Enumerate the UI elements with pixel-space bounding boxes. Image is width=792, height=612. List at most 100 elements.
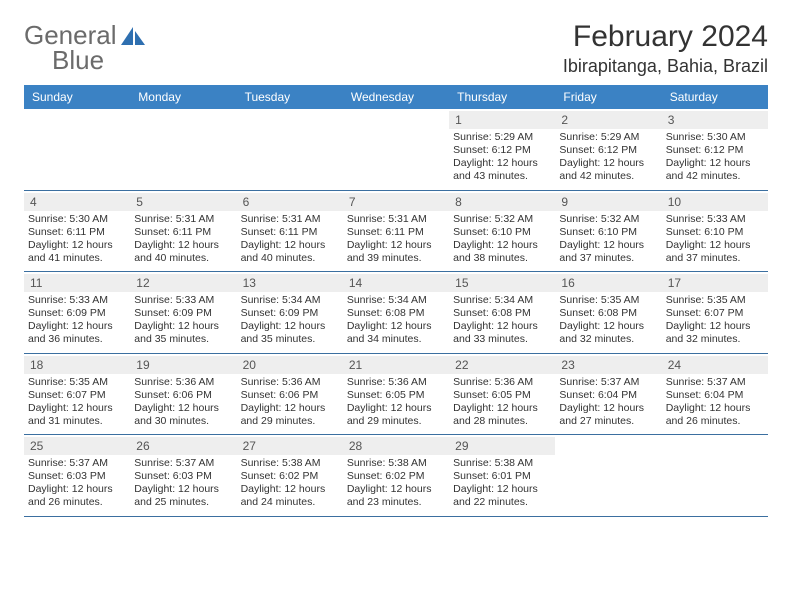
day-daylight1: Daylight: 12 hours bbox=[666, 320, 764, 333]
day-sunrise: Sunrise: 5:33 AM bbox=[28, 294, 126, 307]
day-sunset: Sunset: 6:08 PM bbox=[347, 307, 445, 320]
day-daylight2: and 25 minutes. bbox=[134, 496, 232, 509]
day-daylight1: Daylight: 12 hours bbox=[241, 239, 339, 252]
day-daylight1: Daylight: 12 hours bbox=[241, 320, 339, 333]
day-number: 20 bbox=[237, 356, 343, 374]
day-daylight2: and 27 minutes. bbox=[559, 415, 657, 428]
weekday-tue: Tuesday bbox=[237, 85, 343, 109]
day-sunset: Sunset: 6:08 PM bbox=[559, 307, 657, 320]
day-daylight2: and 26 minutes. bbox=[666, 415, 764, 428]
day-cell: 4Sunrise: 5:30 AMSunset: 6:11 PMDaylight… bbox=[24, 191, 130, 272]
day-daylight1: Daylight: 12 hours bbox=[453, 320, 551, 333]
day-cell: 25Sunrise: 5:37 AMSunset: 6:03 PMDayligh… bbox=[24, 435, 130, 516]
calendar-grid: 1Sunrise: 5:29 AMSunset: 6:12 PMDaylight… bbox=[24, 109, 768, 517]
day-daylight1: Daylight: 12 hours bbox=[347, 239, 445, 252]
day-cell: 5Sunrise: 5:31 AMSunset: 6:11 PMDaylight… bbox=[130, 191, 236, 272]
day-cell: 13Sunrise: 5:34 AMSunset: 6:09 PMDayligh… bbox=[237, 272, 343, 353]
day-number: 16 bbox=[555, 274, 661, 292]
day-number: 14 bbox=[343, 274, 449, 292]
day-cell: 28Sunrise: 5:38 AMSunset: 6:02 PMDayligh… bbox=[343, 435, 449, 516]
week-row: 11Sunrise: 5:33 AMSunset: 6:09 PMDayligh… bbox=[24, 272, 768, 354]
day-number bbox=[343, 111, 449, 115]
day-number: 18 bbox=[24, 356, 130, 374]
day-daylight2: and 40 minutes. bbox=[134, 252, 232, 265]
day-daylight2: and 29 minutes. bbox=[241, 415, 339, 428]
weekday-wed: Wednesday bbox=[343, 85, 449, 109]
day-cell: 14Sunrise: 5:34 AMSunset: 6:08 PMDayligh… bbox=[343, 272, 449, 353]
day-daylight1: Daylight: 12 hours bbox=[28, 239, 126, 252]
day-sunset: Sunset: 6:06 PM bbox=[134, 389, 232, 402]
day-daylight1: Daylight: 12 hours bbox=[666, 239, 764, 252]
day-daylight2: and 43 minutes. bbox=[453, 170, 551, 183]
day-cell: 17Sunrise: 5:35 AMSunset: 6:07 PMDayligh… bbox=[662, 272, 768, 353]
day-sunset: Sunset: 6:05 PM bbox=[453, 389, 551, 402]
day-number: 6 bbox=[237, 193, 343, 211]
day-cell: 23Sunrise: 5:37 AMSunset: 6:04 PMDayligh… bbox=[555, 354, 661, 435]
day-cell: 12Sunrise: 5:33 AMSunset: 6:09 PMDayligh… bbox=[130, 272, 236, 353]
day-cell: 27Sunrise: 5:38 AMSunset: 6:02 PMDayligh… bbox=[237, 435, 343, 516]
day-sunset: Sunset: 6:11 PM bbox=[134, 226, 232, 239]
day-cell: 22Sunrise: 5:36 AMSunset: 6:05 PMDayligh… bbox=[449, 354, 555, 435]
weekday-mon: Monday bbox=[130, 85, 236, 109]
day-daylight2: and 26 minutes. bbox=[28, 496, 126, 509]
header: General Blue February 2024 Ibirapitanga,… bbox=[24, 20, 768, 77]
day-daylight2: and 35 minutes. bbox=[134, 333, 232, 346]
day-number bbox=[24, 111, 130, 115]
day-sunrise: Sunrise: 5:37 AM bbox=[559, 376, 657, 389]
day-sunrise: Sunrise: 5:29 AM bbox=[559, 131, 657, 144]
day-sunset: Sunset: 6:04 PM bbox=[559, 389, 657, 402]
day-daylight2: and 37 minutes. bbox=[559, 252, 657, 265]
day-daylight2: and 28 minutes. bbox=[453, 415, 551, 428]
day-daylight1: Daylight: 12 hours bbox=[559, 402, 657, 415]
day-sunrise: Sunrise: 5:30 AM bbox=[28, 213, 126, 226]
day-cell: 15Sunrise: 5:34 AMSunset: 6:08 PMDayligh… bbox=[449, 272, 555, 353]
day-sunset: Sunset: 6:03 PM bbox=[28, 470, 126, 483]
day-sunrise: Sunrise: 5:37 AM bbox=[666, 376, 764, 389]
day-daylight1: Daylight: 12 hours bbox=[559, 320, 657, 333]
day-daylight1: Daylight: 12 hours bbox=[241, 402, 339, 415]
day-sunrise: Sunrise: 5:37 AM bbox=[28, 457, 126, 470]
day-daylight2: and 42 minutes. bbox=[559, 170, 657, 183]
day-sunrise: Sunrise: 5:31 AM bbox=[347, 213, 445, 226]
day-sunset: Sunset: 6:04 PM bbox=[666, 389, 764, 402]
day-cell: 26Sunrise: 5:37 AMSunset: 6:03 PMDayligh… bbox=[130, 435, 236, 516]
day-daylight1: Daylight: 12 hours bbox=[559, 239, 657, 252]
weekday-header: Sunday Monday Tuesday Wednesday Thursday… bbox=[24, 85, 768, 109]
brand-logo: General Blue bbox=[24, 20, 147, 76]
day-number: 4 bbox=[24, 193, 130, 211]
day-sunrise: Sunrise: 5:34 AM bbox=[241, 294, 339, 307]
weekday-sun: Sunday bbox=[24, 85, 130, 109]
day-number: 7 bbox=[343, 193, 449, 211]
day-daylight2: and 37 minutes. bbox=[666, 252, 764, 265]
day-cell: 3Sunrise: 5:30 AMSunset: 6:12 PMDaylight… bbox=[662, 109, 768, 190]
day-daylight1: Daylight: 12 hours bbox=[134, 483, 232, 496]
day-daylight2: and 40 minutes. bbox=[241, 252, 339, 265]
day-sunrise: Sunrise: 5:38 AM bbox=[241, 457, 339, 470]
day-sunset: Sunset: 6:06 PM bbox=[241, 389, 339, 402]
day-daylight2: and 32 minutes. bbox=[666, 333, 764, 346]
weekday-thu: Thursday bbox=[449, 85, 555, 109]
day-number: 19 bbox=[130, 356, 236, 374]
day-sunrise: Sunrise: 5:35 AM bbox=[28, 376, 126, 389]
day-cell: 10Sunrise: 5:33 AMSunset: 6:10 PMDayligh… bbox=[662, 191, 768, 272]
day-number: 27 bbox=[237, 437, 343, 455]
day-cell: 24Sunrise: 5:37 AMSunset: 6:04 PMDayligh… bbox=[662, 354, 768, 435]
day-number: 21 bbox=[343, 356, 449, 374]
day-number bbox=[555, 437, 661, 441]
day-daylight1: Daylight: 12 hours bbox=[453, 483, 551, 496]
logo-sail-icon bbox=[119, 25, 147, 47]
day-cell bbox=[343, 109, 449, 190]
day-daylight2: and 24 minutes. bbox=[241, 496, 339, 509]
day-sunrise: Sunrise: 5:30 AM bbox=[666, 131, 764, 144]
day-sunrise: Sunrise: 5:34 AM bbox=[453, 294, 551, 307]
day-daylight1: Daylight: 12 hours bbox=[241, 483, 339, 496]
day-daylight2: and 29 minutes. bbox=[347, 415, 445, 428]
day-sunset: Sunset: 6:10 PM bbox=[666, 226, 764, 239]
day-sunrise: Sunrise: 5:36 AM bbox=[241, 376, 339, 389]
day-sunset: Sunset: 6:08 PM bbox=[453, 307, 551, 320]
day-sunset: Sunset: 6:01 PM bbox=[453, 470, 551, 483]
week-row: 18Sunrise: 5:35 AMSunset: 6:07 PMDayligh… bbox=[24, 354, 768, 436]
day-number: 28 bbox=[343, 437, 449, 455]
day-daylight1: Daylight: 12 hours bbox=[666, 157, 764, 170]
day-number: 13 bbox=[237, 274, 343, 292]
